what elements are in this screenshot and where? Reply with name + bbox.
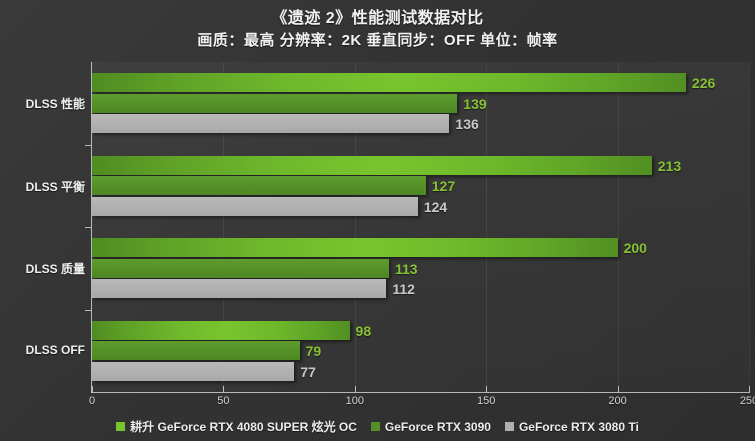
bar [92, 155, 652, 175]
gridline [223, 62, 225, 392]
bar [92, 341, 300, 361]
y-axis-category: DLSS 平衡 [0, 178, 85, 194]
y-tick-mark [85, 310, 91, 311]
y-axis-category-label: DLSS 质量 [25, 262, 85, 277]
legend-item[interactable]: 耕升 GeForce RTX 4080 SUPER 炫光 OC [116, 418, 357, 435]
bar [92, 73, 686, 93]
y-tick-mark [85, 227, 91, 228]
x-tick-label: 250 [739, 395, 755, 407]
bar [92, 93, 458, 113]
legend-swatch-icon [504, 422, 514, 431]
bar-value-label: 213 [657, 157, 682, 174]
bar-value-label: 77 [300, 363, 316, 380]
bar-value-label: 112 [392, 281, 415, 298]
gridline [617, 62, 619, 392]
x-tick-label: 50 [217, 395, 230, 407]
gridline [486, 62, 488, 392]
legend-label: 耕升 GeForce RTX 4080 SUPER 炫光 OC [130, 420, 357, 434]
page-title: 《遗迹 2》性能测试数据对比 [271, 10, 484, 27]
bar [92, 238, 618, 258]
bar [92, 361, 295, 381]
y-axis-category: DLSS 质量 [0, 260, 85, 276]
y-axis-line [91, 62, 92, 393]
legend-label: GeForce RTX 3090 [384, 419, 491, 434]
x-tick-mark [749, 386, 750, 392]
gridline [354, 62, 356, 392]
chart-title-block: 《遗迹 2》性能测试数据对比 画质：最高 分辨率：2K 垂直同步：OFF 单位：… [0, 8, 755, 52]
x-tick-label: 200 [608, 395, 627, 407]
y-axis-category-label: DLSS 性能 [25, 97, 85, 112]
bar-value-label: 136 [455, 116, 479, 133]
bar [92, 258, 389, 278]
x-axis-line [91, 392, 750, 393]
x-tick-mark [618, 386, 619, 392]
x-tick-label: 100 [345, 395, 364, 407]
legend-item[interactable]: GeForce RTX 3090 [370, 419, 491, 434]
bar-value-label: 124 [423, 198, 448, 215]
legend-swatch-icon [116, 422, 126, 431]
bar-value-label: 139 [463, 95, 487, 112]
bar-value-label: 113 [394, 260, 418, 277]
bar [92, 196, 418, 216]
bar-value-label: 200 [623, 240, 647, 257]
y-axis-category-label: DLSS OFF [25, 342, 85, 357]
x-tick-mark [92, 386, 93, 392]
x-tick-mark [223, 386, 224, 392]
chart-legend: 耕升 GeForce RTX 4080 SUPER 炫光 OC GeForce R… [0, 418, 755, 435]
bar-value-label: 98 [355, 322, 372, 339]
bar-value-label: 79 [305, 343, 322, 360]
y-tick-mark [85, 145, 91, 146]
y-axis-category: DLSS 性能 [0, 95, 85, 111]
x-tick-mark [355, 386, 356, 392]
x-tick-label: 150 [477, 395, 496, 407]
legend-swatch-icon [370, 422, 380, 431]
x-tick-label: 0 [88, 395, 96, 407]
y-axis-category: DLSS OFF [0, 343, 85, 359]
legend-label: GeForce RTX 3080 Ti [518, 419, 639, 434]
legend-item[interactable]: GeForce RTX 3080 Ti [504, 419, 639, 434]
bar [92, 320, 350, 340]
bar [92, 279, 387, 299]
bar-value-label: 226 [691, 75, 716, 92]
y-axis-category-label: DLSS 平衡 [25, 179, 85, 194]
gridline [749, 62, 750, 392]
x-tick-mark [486, 386, 487, 392]
bar [92, 114, 450, 134]
bar [92, 176, 426, 196]
bar-value-label: 127 [431, 178, 456, 195]
chart-subtitle: 画质：最高 分辨率：2K 垂直同步：OFF 单位：帧率 [197, 32, 558, 49]
